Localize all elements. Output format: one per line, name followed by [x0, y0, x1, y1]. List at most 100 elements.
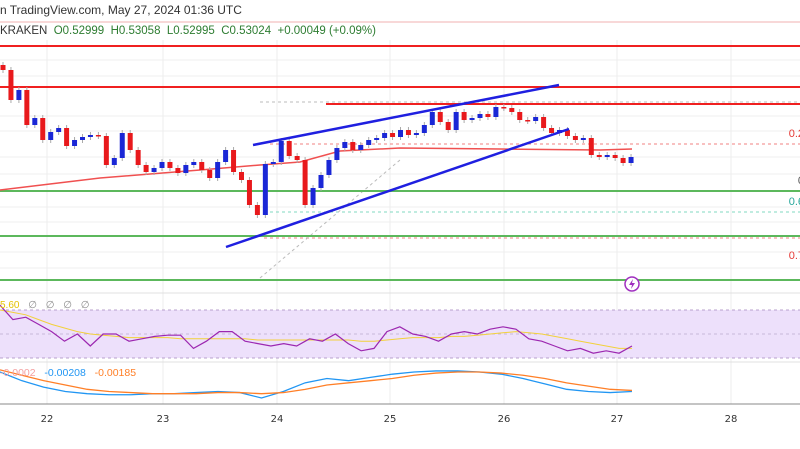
candle-up	[310, 188, 316, 205]
candle-down	[175, 168, 181, 173]
rsi-na: ∅	[28, 300, 37, 311]
time-axis-label: 23	[157, 414, 170, 425]
candle-up	[56, 128, 62, 132]
candle-down	[231, 150, 237, 172]
candle-down	[199, 162, 205, 170]
time-axis-label: 24	[271, 414, 284, 425]
low-value: L0.52995	[166, 25, 215, 37]
fib-label-0.6: 0.6	[788, 196, 800, 208]
candle-down	[437, 112, 443, 122]
candle-up	[191, 162, 197, 165]
candle-down	[549, 128, 555, 133]
time-axis-label: 27	[611, 414, 624, 425]
candle-up	[469, 118, 475, 120]
candle-down	[207, 170, 213, 178]
trendline-upper[interactable]	[252, 83, 560, 147]
candle-up	[421, 125, 427, 133]
candle-up	[119, 133, 125, 158]
price-levels	[0, 45, 800, 281]
candle-down	[24, 90, 30, 125]
close-value: C0.53024	[221, 25, 272, 37]
candle-up	[16, 90, 22, 100]
candle-down	[40, 118, 46, 140]
candle-down	[0, 65, 6, 70]
candle-up	[398, 130, 403, 137]
candle-up	[72, 140, 78, 146]
time-axis-label: 25	[384, 414, 397, 425]
fib-label-0.7: 0.7	[788, 250, 800, 262]
candle-up	[151, 168, 157, 172]
rsi-value: 5.60	[0, 300, 20, 311]
candle-down	[620, 158, 626, 163]
rsi-legend: 5.60 ∅ ∅ ∅ ∅	[0, 300, 89, 311]
candle-down	[246, 180, 252, 205]
trendline-lower[interactable]	[225, 127, 570, 249]
candle-up	[48, 132, 54, 140]
ohlc-legend: KRAKEN O0.52999 H0.53058 L0.52995 C0.530…	[0, 25, 376, 37]
time-axis-label: 28	[725, 414, 738, 425]
candle-up	[80, 137, 85, 140]
candle-down	[517, 112, 523, 120]
candle-up	[223, 150, 229, 162]
macd-histogram-value: -0.0002	[0, 367, 36, 379]
candle-up	[270, 162, 276, 164]
candle-up	[262, 164, 268, 215]
candle-up	[183, 165, 189, 173]
rsi-na: ∅	[63, 300, 72, 311]
signal-value: -0.00185	[94, 367, 137, 379]
candle-up	[628, 157, 634, 163]
candle-up	[429, 112, 435, 125]
candle-up	[366, 140, 372, 145]
candle-down	[167, 162, 173, 168]
candle-up	[159, 162, 165, 168]
fib-diagonal	[259, 159, 401, 279]
candle-up	[374, 138, 380, 140]
candle-up	[87, 135, 93, 137]
open-value: O0.52999	[53, 25, 105, 37]
time-axis[interactable]: 22 23 24 25 26 27 28	[41, 414, 738, 425]
rsi-na: ∅	[80, 300, 90, 311]
source-line: n TradingView.com, May 27, 2024 01:36 UT…	[0, 3, 242, 17]
candle-down	[564, 130, 570, 136]
candle-up	[342, 142, 348, 148]
candle-down	[390, 133, 396, 137]
time-axis-label: 22	[41, 414, 54, 425]
candle-down	[286, 141, 292, 156]
candle-down	[64, 128, 70, 146]
fib-label-0: 0	[798, 175, 800, 187]
candle-down	[8, 70, 14, 100]
candle-up	[334, 148, 340, 160]
time-axis-label: 26	[498, 414, 511, 425]
candle-down	[572, 136, 578, 140]
lightning-icon[interactable]	[624, 276, 640, 292]
macd-legend: -0.0002 -0.00208 -0.00185	[0, 367, 136, 379]
candle-down	[612, 155, 618, 158]
candle-down	[294, 156, 300, 160]
candle-up	[604, 155, 610, 157]
candle-up	[318, 175, 324, 188]
candle-up	[477, 114, 483, 118]
candle-down	[135, 150, 141, 165]
candle-down	[103, 136, 109, 165]
macd-value: -0.00208	[44, 367, 86, 379]
candle-up	[32, 118, 38, 125]
fib-label-0.2: 0.2	[788, 128, 800, 140]
candle-down	[501, 107, 507, 109]
candle-down	[485, 114, 491, 117]
candle-down	[509, 108, 515, 112]
candle-up	[111, 158, 117, 165]
candle-up	[493, 107, 499, 117]
candle-down	[541, 117, 547, 128]
candle-up	[382, 133, 388, 138]
grid	[0, 40, 800, 404]
candle-down	[254, 205, 260, 215]
rsi-na: ∅	[45, 300, 55, 311]
candle-down	[302, 160, 308, 205]
candle-up	[215, 162, 221, 178]
macd-line	[0, 370, 633, 399]
change-value: +0.00049 (+0.09%)	[277, 25, 376, 37]
exchange: KRAKEN	[0, 25, 48, 37]
candle-down	[95, 135, 101, 137]
signal-line	[0, 369, 633, 395]
